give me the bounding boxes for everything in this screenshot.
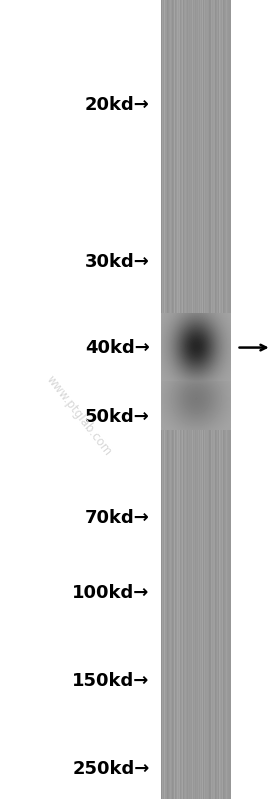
Bar: [161, 0, 162, 799]
Bar: [215, 0, 216, 799]
Bar: [167, 0, 168, 799]
Bar: [184, 0, 185, 799]
Bar: [171, 0, 172, 799]
Bar: [185, 0, 186, 799]
Bar: [219, 0, 220, 799]
Bar: [218, 0, 219, 799]
Bar: [173, 0, 174, 799]
Bar: [163, 0, 164, 799]
Bar: [198, 0, 199, 799]
Bar: [186, 0, 187, 799]
Bar: [202, 0, 203, 799]
Bar: [221, 0, 222, 799]
Bar: [201, 0, 202, 799]
Bar: [191, 0, 192, 799]
Bar: [225, 0, 226, 799]
Bar: [197, 0, 198, 799]
Text: 30kd→: 30kd→: [85, 253, 150, 271]
Text: 100kd→: 100kd→: [73, 584, 150, 602]
Text: 150kd→: 150kd→: [73, 672, 150, 690]
Bar: [213, 0, 214, 799]
Bar: [209, 0, 210, 799]
Bar: [205, 0, 206, 799]
Bar: [212, 0, 213, 799]
Bar: [164, 0, 165, 799]
Bar: [199, 0, 200, 799]
Bar: [183, 0, 184, 799]
Bar: [214, 0, 215, 799]
Bar: [181, 0, 182, 799]
Bar: [196, 0, 197, 799]
Bar: [206, 0, 207, 799]
Bar: [188, 0, 189, 799]
Bar: [222, 0, 223, 799]
Bar: [179, 0, 180, 799]
Text: 40kd→: 40kd→: [85, 339, 150, 356]
Bar: [203, 0, 204, 799]
Bar: [176, 0, 177, 799]
Bar: [200, 0, 201, 799]
Text: www.ptglab.com: www.ptglab.com: [43, 373, 114, 458]
Bar: [227, 0, 228, 799]
Text: 20kd→: 20kd→: [85, 97, 150, 114]
Text: 250kd→: 250kd→: [73, 760, 150, 777]
Bar: [216, 0, 217, 799]
Bar: [182, 0, 183, 799]
Bar: [174, 0, 175, 799]
Bar: [224, 0, 225, 799]
Bar: [228, 0, 229, 799]
Bar: [190, 0, 191, 799]
Bar: [195, 0, 196, 799]
Bar: [210, 0, 211, 799]
Bar: [229, 0, 230, 799]
Bar: [226, 0, 227, 799]
Bar: [189, 0, 190, 799]
Text: 50kd→: 50kd→: [85, 408, 150, 426]
Bar: [161, 0, 231, 799]
Bar: [211, 0, 212, 799]
Bar: [187, 0, 188, 799]
Bar: [204, 0, 205, 799]
Bar: [230, 0, 231, 799]
Text: 70kd→: 70kd→: [85, 509, 150, 527]
Bar: [207, 0, 208, 799]
Bar: [165, 0, 166, 799]
Bar: [170, 0, 171, 799]
Bar: [169, 0, 170, 799]
Bar: [175, 0, 176, 799]
Bar: [217, 0, 218, 799]
Bar: [223, 0, 224, 799]
Bar: [164, 0, 165, 799]
Bar: [192, 0, 193, 799]
Bar: [208, 0, 209, 799]
Bar: [177, 0, 178, 799]
Bar: [168, 0, 169, 799]
Bar: [162, 0, 163, 799]
Bar: [166, 0, 167, 799]
Bar: [193, 0, 194, 799]
Bar: [180, 0, 181, 799]
Bar: [172, 0, 173, 799]
Bar: [194, 0, 195, 799]
